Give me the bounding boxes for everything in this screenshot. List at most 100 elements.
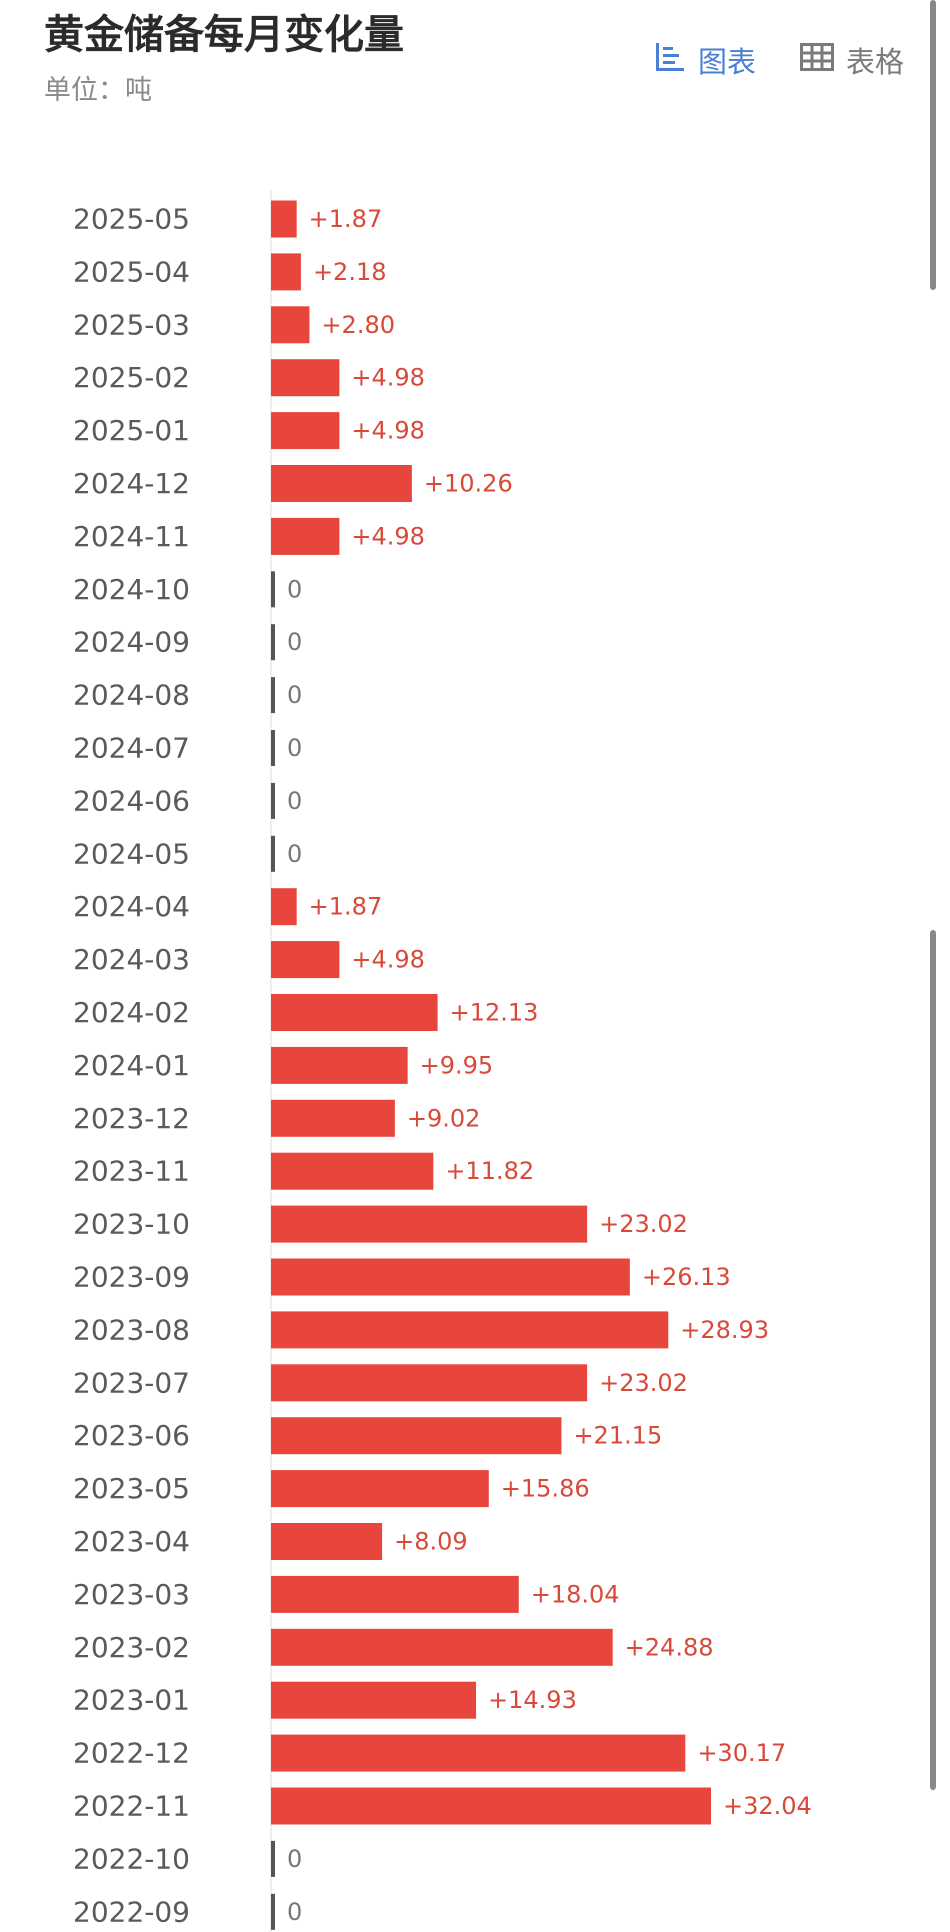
category-label: 2022-11: [73, 1790, 190, 1823]
category-label: 2023-11: [73, 1155, 190, 1188]
category-label: 2023-06: [73, 1419, 190, 1452]
bar[interactable]: [271, 1681, 477, 1719]
scrollbar-thumb-top[interactable]: [930, 0, 936, 290]
zero-bar-marker: [271, 571, 275, 608]
bar[interactable]: [271, 1046, 408, 1084]
data-label: 0: [287, 628, 302, 656]
table-view-toggle[interactable]: 表格: [800, 40, 904, 80]
category-label: 2025-02: [73, 361, 190, 394]
zero-bar-marker: [271, 1840, 275, 1877]
bar[interactable]: [271, 200, 297, 238]
data-label: +10.26: [424, 470, 513, 498]
data-label: +30.17: [697, 1739, 786, 1767]
category-label: 2024-08: [73, 679, 190, 712]
category-label: 2023-08: [73, 1313, 190, 1346]
data-label: +14.93: [488, 1686, 577, 1714]
bar[interactable]: [271, 517, 340, 555]
page-title: 黄金储备每月变化量: [44, 12, 404, 58]
zero-bar-marker: [271, 624, 275, 661]
zero-bar-marker: [271, 835, 275, 872]
category-label: 2023-03: [73, 1578, 190, 1611]
bar[interactable]: [271, 1205, 588, 1243]
category-label: 2024-03: [73, 943, 190, 976]
data-label: +32.04: [723, 1792, 812, 1820]
category-label: 2023-02: [73, 1631, 190, 1664]
bar[interactable]: [271, 1734, 686, 1772]
category-label: 2025-05: [73, 203, 190, 236]
chart-view-toggle[interactable]: 图表: [654, 40, 756, 80]
category-label: 2022-09: [73, 1895, 190, 1928]
category-label: 2023-12: [73, 1102, 190, 1135]
category-label: 2024-02: [73, 996, 190, 1029]
table-view-label: 表格: [846, 45, 905, 79]
zero-bar-marker: [271, 730, 275, 766]
bar[interactable]: [271, 1152, 434, 1190]
data-label: +23.02: [599, 1210, 688, 1238]
category-label: 2024-05: [73, 837, 190, 870]
category-label: 2023-04: [73, 1525, 190, 1558]
data-label: 0: [287, 1898, 302, 1926]
zero-bar-marker: [271, 677, 275, 714]
category-label: 2024-11: [73, 520, 190, 553]
bar[interactable]: [271, 1364, 588, 1402]
data-label: +9.02: [407, 1104, 481, 1132]
bar[interactable]: [271, 1258, 630, 1296]
category-label: 2024-09: [73, 626, 190, 659]
data-label: 0: [287, 787, 302, 815]
bar[interactable]: [271, 1099, 395, 1137]
data-label: +4.98: [351, 417, 425, 445]
bar[interactable]: [271, 1628, 613, 1666]
unit-label: 单位：吨: [44, 75, 152, 106]
category-label: 2023-09: [73, 1261, 190, 1294]
category-label: 2025-01: [73, 414, 190, 447]
data-label: 0: [287, 1845, 302, 1873]
data-label: +2.18: [313, 258, 387, 286]
data-label: +9.95: [420, 1051, 494, 1079]
data-label: +8.09: [394, 1528, 468, 1556]
bar[interactable]: [271, 888, 297, 926]
data-label: 0: [287, 575, 302, 603]
category-label: 2024-04: [73, 890, 190, 923]
data-label: +26.13: [642, 1263, 731, 1291]
category-label: 2025-03: [73, 308, 190, 341]
data-label: +1.87: [309, 205, 383, 233]
data-label: +12.13: [450, 999, 539, 1027]
bar[interactable]: [271, 465, 412, 502]
category-label: 2024-07: [73, 732, 190, 765]
category-label: 2024-10: [73, 573, 190, 606]
data-label: +11.82: [445, 1157, 534, 1185]
scrollbar-thumb-bottom[interactable]: [930, 930, 936, 1790]
bar[interactable]: [271, 1311, 669, 1349]
category-label: 2024-01: [73, 1049, 190, 1082]
bar[interactable]: [271, 1417, 562, 1455]
bar[interactable]: [271, 253, 301, 291]
data-label: +4.98: [351, 522, 425, 550]
data-label: 0: [287, 681, 302, 709]
data-label: +18.04: [531, 1580, 620, 1608]
data-label: 0: [287, 734, 302, 762]
zero-bar-marker: [271, 1893, 275, 1930]
data-label: +4.98: [351, 946, 425, 974]
data-label: +23.02: [599, 1369, 688, 1397]
data-label: +2.80: [321, 311, 395, 339]
bar[interactable]: [271, 941, 340, 979]
zero-bar-marker: [271, 782, 275, 819]
category-label: 2024-06: [73, 784, 190, 817]
category-label: 2022-10: [73, 1842, 190, 1875]
bar[interactable]: [271, 1470, 489, 1508]
category-label: 2025-04: [73, 255, 190, 288]
category-label: 2023-10: [73, 1208, 190, 1241]
data-label: +28.93: [680, 1316, 769, 1344]
bar[interactable]: [271, 1523, 383, 1560]
bar[interactable]: [271, 412, 340, 450]
category-label: 2023-01: [73, 1684, 190, 1717]
bar[interactable]: [271, 994, 438, 1031]
chart-view-label: 图表: [698, 45, 757, 79]
category-label: 2023-05: [73, 1472, 190, 1505]
bar[interactable]: [271, 1787, 711, 1825]
bar[interactable]: [271, 1575, 519, 1613]
bar[interactable]: [271, 306, 310, 344]
category-label: 2022-12: [73, 1737, 190, 1770]
bar[interactable]: [271, 359, 340, 397]
